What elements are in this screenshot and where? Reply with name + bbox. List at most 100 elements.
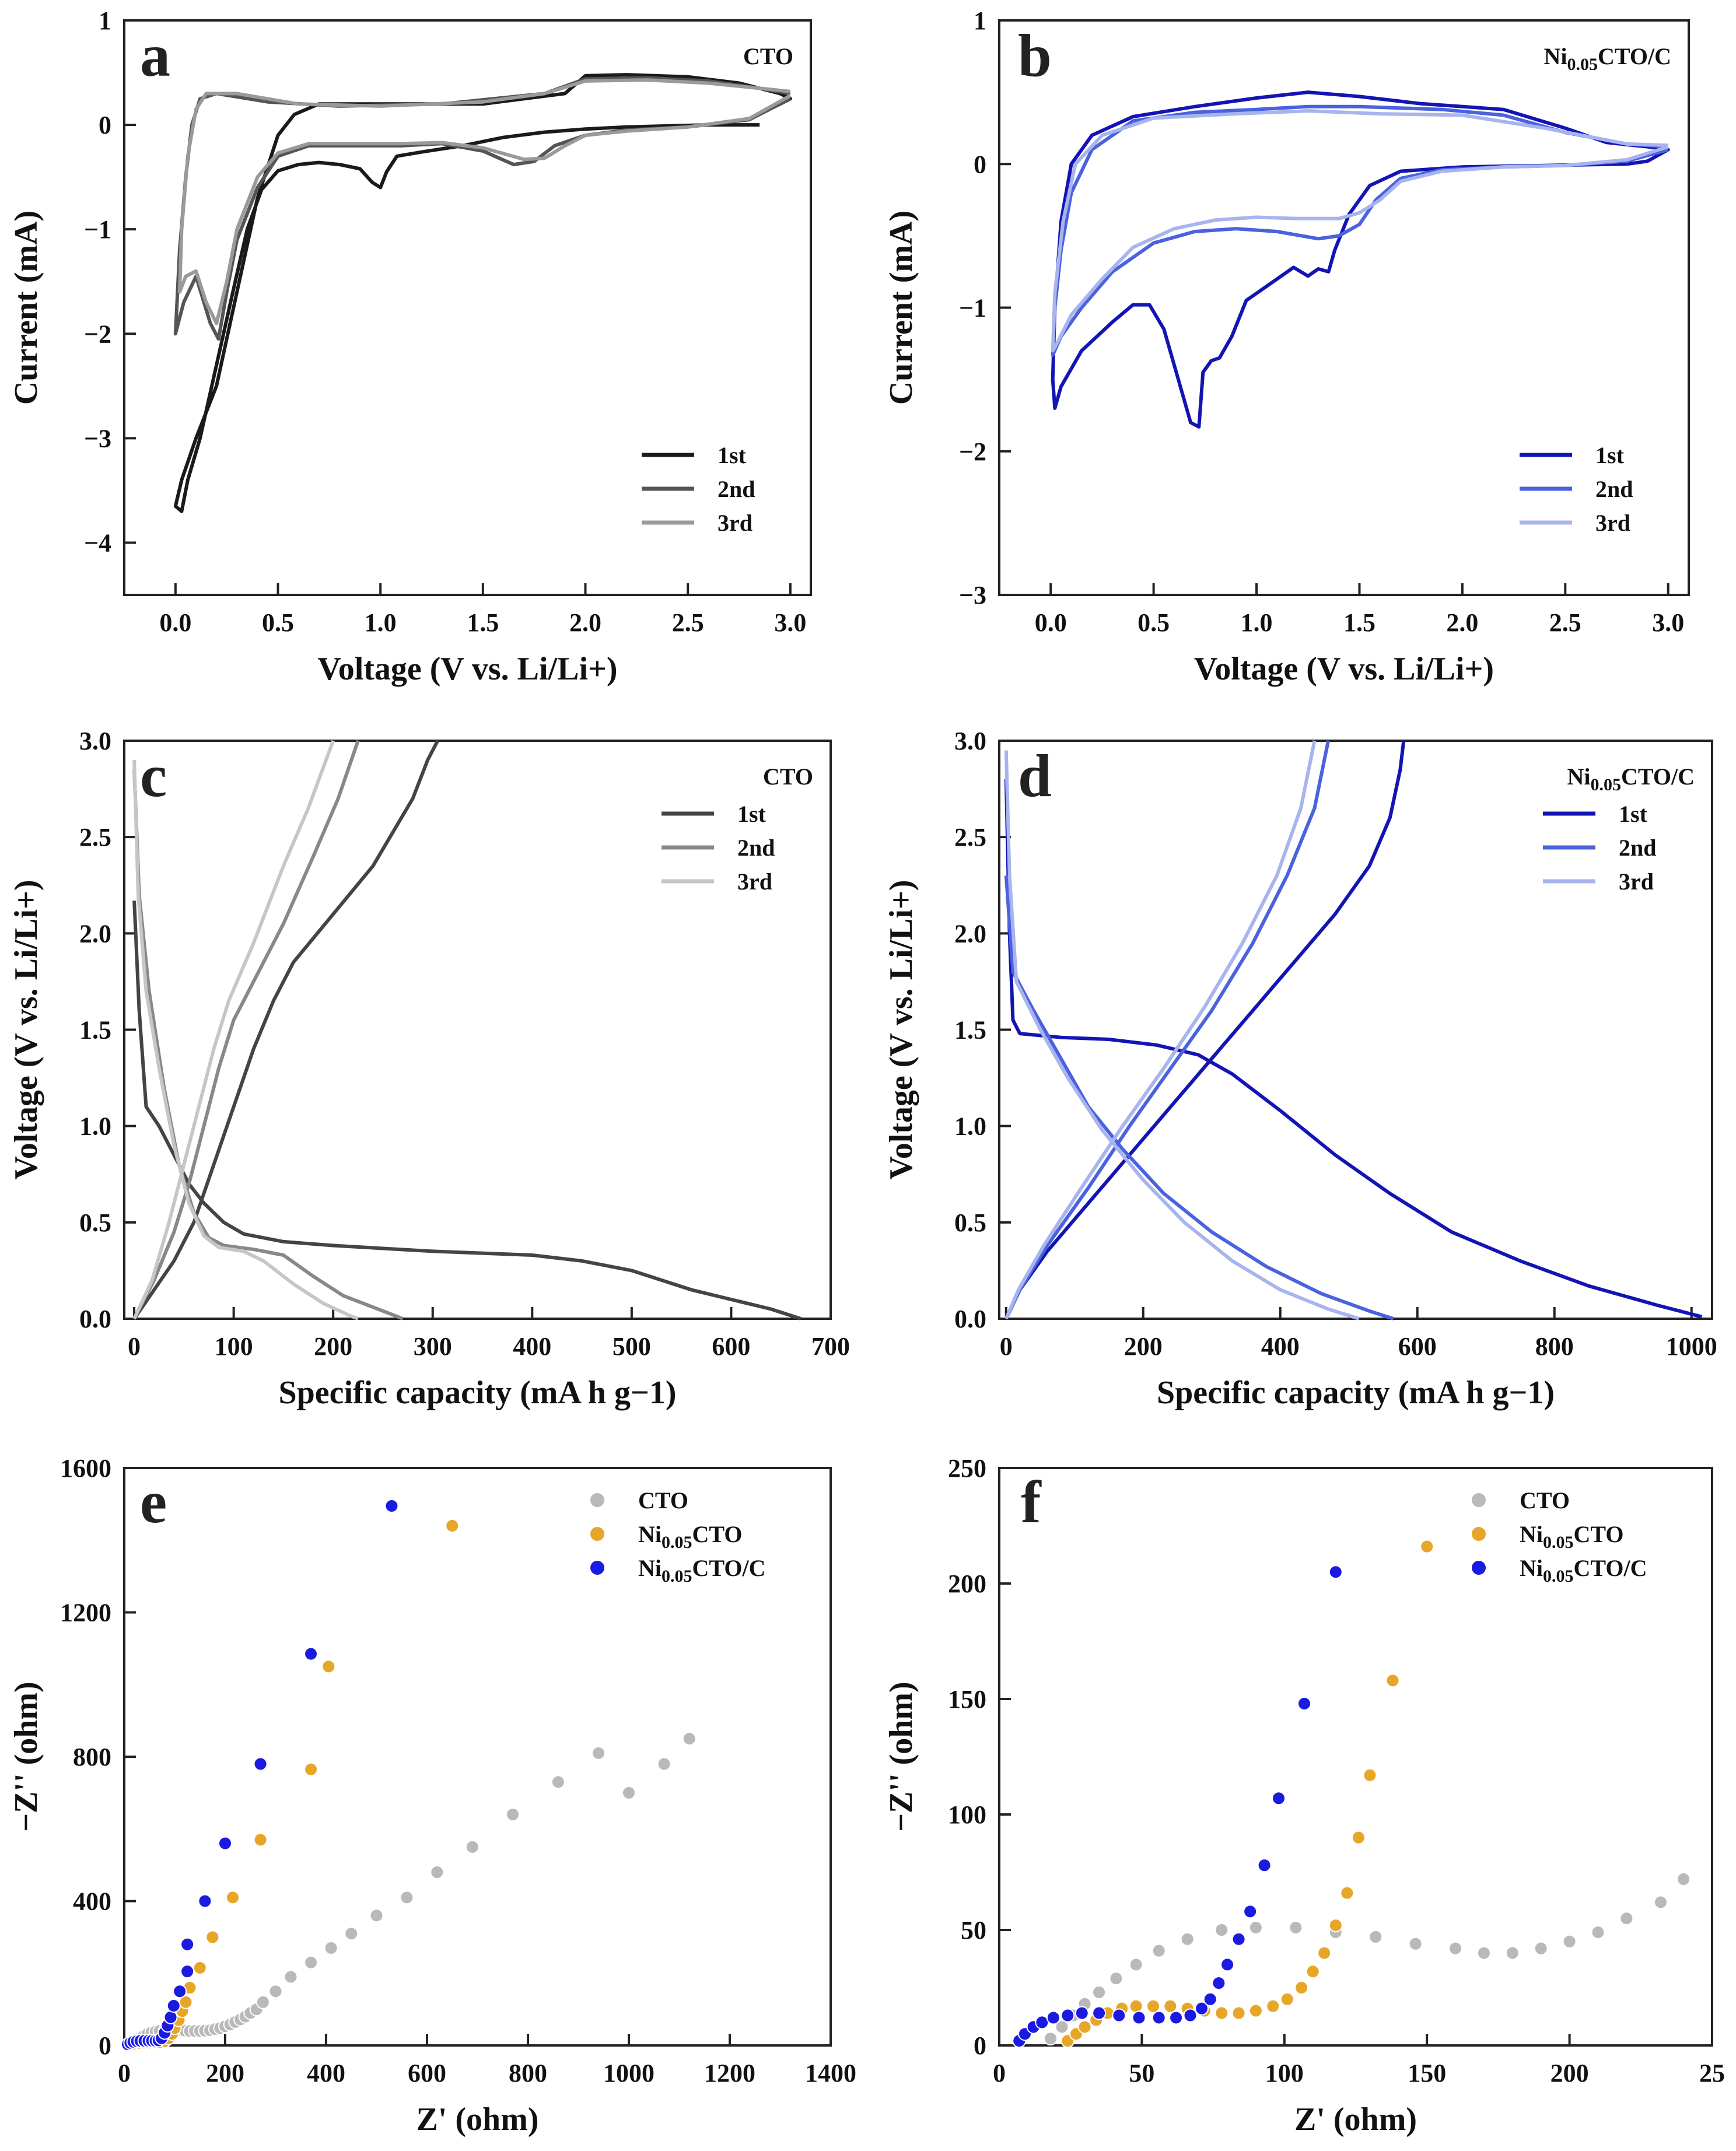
data-point-Ni0.05CTO/C (1257, 1858, 1272, 1873)
x-tick-label: 0 (1000, 1332, 1013, 1361)
x-tick-label: 2.0 (1446, 608, 1478, 637)
y-tick-label: 150 (948, 1685, 986, 1714)
y-tick-label: 0.0 (954, 1305, 986, 1333)
data-point-CTO (506, 1807, 520, 1821)
data-point-CTO (622, 1785, 636, 1800)
data-point-Ni0.05CTO/C (198, 1894, 212, 1908)
series-line-3rd (132, 759, 359, 1320)
legend-label: Ni0.05CTO/C (1520, 1555, 1647, 1586)
y-tick-label: 3.0 (79, 727, 111, 755)
y-tick-label: 250 (948, 1454, 986, 1483)
x-tick-label: 800 (509, 2059, 547, 2087)
y-tick-label: −4 (84, 528, 111, 557)
data-point-Ni0.05CTO/C (1328, 1565, 1343, 1579)
x-tick-label: 200 (314, 1332, 352, 1361)
y-tick-label: −3 (959, 581, 986, 609)
legend-label: 3rd (718, 510, 752, 536)
series-charge-line-1st (1005, 740, 1406, 1320)
data-point-Ni0.05CTO (205, 1930, 220, 1945)
legend-label: CTO (1520, 1487, 1570, 1514)
data-point-CTO (1505, 1946, 1520, 1960)
y-tick-label: 200 (948, 1570, 986, 1598)
data-point-CTO (1043, 2031, 1058, 2046)
data-point-Ni0.05CTO (1351, 1830, 1366, 1845)
data-point-CTO (1214, 1923, 1229, 1937)
data-point-CTO (1408, 1936, 1423, 1951)
x-tick-label: 25 (1699, 2059, 1725, 2087)
x-tick-label: 400 (1261, 1332, 1300, 1361)
data-point-CTO (657, 1757, 671, 1771)
series-line-3rd (1004, 750, 1360, 1320)
series-line-3rd (177, 78, 792, 325)
chart-panel-d: 0 200 400 600 800 1000 0.0 0.5 1.0 1.5 2.0 2.5 3.0 Sp… (883, 727, 1717, 1411)
y-tick-label: 100 (948, 1800, 986, 1829)
x-tick-label: 3.0 (774, 608, 806, 637)
data-point-Ni0.05CTO/C (218, 1836, 232, 1851)
x-axis-label: Specific capacity (mA h g−1) (278, 1375, 676, 1411)
x-tick-label: 3.0 (1652, 608, 1684, 637)
legend-marker (1472, 1561, 1486, 1575)
legend-label: 1st (737, 801, 766, 827)
data-point-CTO (1368, 1929, 1383, 1944)
y-tick-label: −2 (84, 320, 111, 348)
x-tick-label: 50 (1129, 2059, 1154, 2087)
data-point-Ni0.05CTO/C (1152, 2010, 1166, 2025)
y-tick-label: −3 (84, 424, 111, 453)
data-point-Ni0.05CTO (1340, 1886, 1354, 1900)
y-axis-label: Current (mA) (883, 211, 919, 405)
x-tick-label: 700 (811, 1332, 850, 1361)
data-point-CTO (1248, 1921, 1263, 1935)
data-point-Ni0.05CTO (1231, 2006, 1246, 2020)
y-tick-label: 3.0 (954, 727, 986, 755)
x-tick-label: 600 (408, 2059, 446, 2087)
data-point-Ni0.05CTO/C (384, 1498, 399, 1513)
y-tick-label: 1600 (60, 1454, 111, 1483)
y-tick-label: 2.0 (79, 919, 111, 948)
y-tick-label: 2.5 (79, 823, 111, 852)
y-tick-label: 0.5 (954, 1208, 986, 1237)
x-tick-label: 1.0 (365, 608, 397, 637)
x-tick-label: 300 (414, 1332, 452, 1361)
data-point-CTO (1591, 1925, 1605, 1939)
data-point-CTO (400, 1890, 414, 1905)
x-tick-label: 400 (513, 1332, 551, 1361)
x-tick-label: 1000 (1666, 1332, 1717, 1361)
series-charge-line-1st (132, 740, 439, 1320)
y-tick-label: 0.5 (79, 1208, 111, 1237)
x-tick-label: 400 (307, 2059, 345, 2087)
series-line-2nd (1051, 104, 1669, 357)
x-axis-label: Z' (ohm) (1294, 2101, 1417, 2138)
y-tick-label: 400 (73, 1887, 111, 1916)
y-tick-label: 1 (99, 6, 111, 35)
data-point-CTO (592, 1746, 606, 1760)
legend-label: 1st (718, 442, 747, 468)
chart-title: Ni0.05CTO/C (1544, 43, 1671, 74)
data-point-Ni0.05CTO/C (1046, 2010, 1060, 2025)
data-point-Ni0.05CTO (1328, 1918, 1343, 1933)
x-tick-label: 600 (1398, 1332, 1437, 1361)
series-line-2nd (132, 769, 404, 1320)
data-point-Ni0.05CTO (321, 1659, 336, 1674)
y-axis-label: Voltage (V vs. Li/Li+) (8, 880, 44, 1179)
data-point-Ni0.05CTO/C (304, 1646, 318, 1661)
data-point-Ni0.05CTO (192, 1960, 207, 1975)
data-point-CTO (1129, 1957, 1143, 1972)
x-tick-label: 1.0 (1241, 608, 1273, 637)
panel-letter: c (140, 742, 167, 810)
x-tick-label: 0 (128, 1332, 141, 1361)
y-axis-label: Voltage (V vs. Li/Li+) (883, 880, 919, 1179)
x-tick-label: 600 (712, 1332, 750, 1361)
data-point-Ni0.05CTO/C (1092, 2006, 1107, 2020)
data-point-Ni0.05CTO/C (1212, 1976, 1226, 1991)
y-tick-label: 0 (974, 2031, 986, 2060)
data-point-Ni0.05CTO (253, 1833, 268, 1847)
x-tick-label: 0 (993, 2059, 1006, 2087)
panel-letter: d (1018, 742, 1052, 810)
y-tick-label: −1 (959, 294, 986, 323)
x-tick-label: 0.5 (262, 608, 294, 637)
data-point-CTO (1092, 1985, 1107, 1999)
chart-title: CTO (743, 43, 793, 69)
y-tick-label: 0 (99, 111, 111, 139)
series-line-2nd (173, 76, 792, 341)
data-point-CTO (1109, 1971, 1124, 1986)
